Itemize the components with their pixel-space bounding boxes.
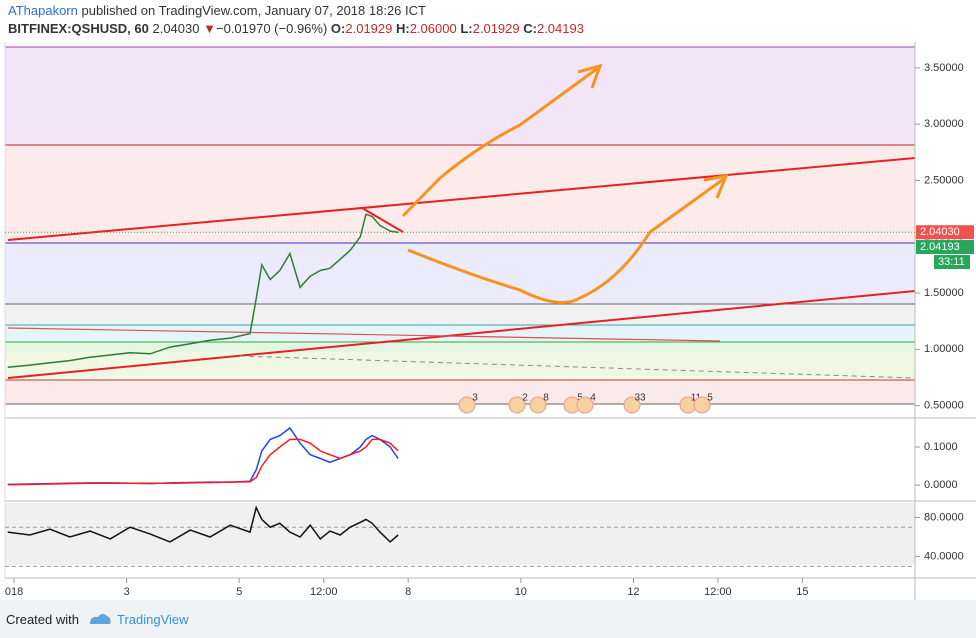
arrow: ▼ xyxy=(203,21,216,36)
trend-line xyxy=(361,207,404,233)
chart: 0.500001.000001.500002.000002.500003.000… xyxy=(4,42,976,600)
event-icon xyxy=(576,396,594,414)
countdown-box xyxy=(934,255,970,270)
band xyxy=(5,325,915,342)
band xyxy=(5,243,915,304)
x-tick-label: 12:00 xyxy=(704,586,732,598)
trend-line xyxy=(7,157,916,241)
event-label: 11 xyxy=(691,393,702,404)
event-label: 2 xyxy=(522,393,528,404)
last: 2.04030 xyxy=(152,21,200,36)
created: Created with xyxy=(6,612,79,627)
close: 2.04193 xyxy=(536,21,584,36)
y-tick-label: 0.0000 xyxy=(924,479,958,491)
x-tick-label: 3 xyxy=(124,586,130,598)
pane-borders xyxy=(4,42,976,600)
series-line: RSI xyxy=(7,505,399,543)
footer: Created with TradingView xyxy=(0,600,976,638)
published: published on TradingView.com, January 07… xyxy=(81,3,426,18)
event-label: 5 xyxy=(707,393,713,404)
trend-line xyxy=(7,327,721,342)
arrow-curve xyxy=(407,176,726,304)
arrow-head xyxy=(577,63,603,89)
open: 2.01929 xyxy=(345,21,393,36)
event-icon xyxy=(693,396,711,414)
y-tick-label: 0.1000 xyxy=(924,441,958,453)
c-label: C: xyxy=(523,21,537,36)
y-tick-label: 40.0000 xyxy=(924,550,964,562)
price-box xyxy=(916,225,974,240)
x-tick-label: 8 xyxy=(405,586,411,598)
price-box xyxy=(916,240,974,255)
countdown: 33:11 xyxy=(938,256,965,268)
y-tick-label: 80.0000 xyxy=(924,511,964,523)
fib-bands xyxy=(5,46,915,405)
y-tick-label: 3.50000 xyxy=(924,62,964,74)
author[interactable]: AThapakorn xyxy=(8,3,78,18)
symbol: BITFINEX:QSHUSD, 60 xyxy=(8,21,149,36)
band xyxy=(5,342,915,352)
trend-line xyxy=(7,290,916,379)
x-tick-label: 12:00 xyxy=(310,586,338,598)
x-tick-label: 15 xyxy=(796,586,808,598)
drawings xyxy=(7,63,916,379)
dashed-line xyxy=(239,355,916,379)
event-label: 3 xyxy=(472,393,478,404)
h-label: H: xyxy=(396,21,410,36)
band xyxy=(5,47,915,145)
series-line: QSHUSD xyxy=(7,213,399,369)
logo xyxy=(90,613,111,624)
series-line: Signal xyxy=(7,438,399,486)
arrow-up xyxy=(401,66,599,218)
y-tick-label: 0.50000 xyxy=(924,400,964,412)
x-tick-label: 10 xyxy=(515,586,527,598)
event-label: 8 xyxy=(543,393,549,404)
high: 2.06000 xyxy=(409,21,457,36)
x-tick-label: 12 xyxy=(627,586,639,598)
event-icon xyxy=(508,396,526,414)
price-label: 2.04193 xyxy=(920,241,960,253)
l-label: L: xyxy=(460,21,473,36)
x-tick-label: 018 xyxy=(5,586,23,598)
x-tick-label: 5 xyxy=(236,586,242,598)
y-tick-label: 1.50000 xyxy=(924,287,964,299)
band xyxy=(5,304,915,325)
y-tick-label: 1.00000 xyxy=(924,343,964,355)
event-label: 4 xyxy=(590,393,596,404)
brand[interactable]: TradingView xyxy=(117,612,189,627)
rsi-background xyxy=(5,503,915,565)
y-tick-label: 2.50000 xyxy=(924,174,964,186)
o-label: O: xyxy=(330,21,346,36)
event-icon xyxy=(529,396,547,414)
low: 2.01929 xyxy=(472,21,520,36)
y-tick-label: 3.00000 xyxy=(924,118,964,130)
band xyxy=(5,352,915,380)
series-line: MACD xyxy=(7,426,399,486)
event-icon xyxy=(458,396,476,414)
price-label: 2.04030 xyxy=(920,226,960,238)
header: AThapakorn published on TradingView.com,… xyxy=(8,2,584,38)
event-icon xyxy=(623,396,641,414)
event-label: 33 xyxy=(634,393,646,404)
arrow-head xyxy=(703,174,729,199)
change: −0.01970 (−0.96%) xyxy=(215,21,328,36)
band xyxy=(5,380,915,404)
